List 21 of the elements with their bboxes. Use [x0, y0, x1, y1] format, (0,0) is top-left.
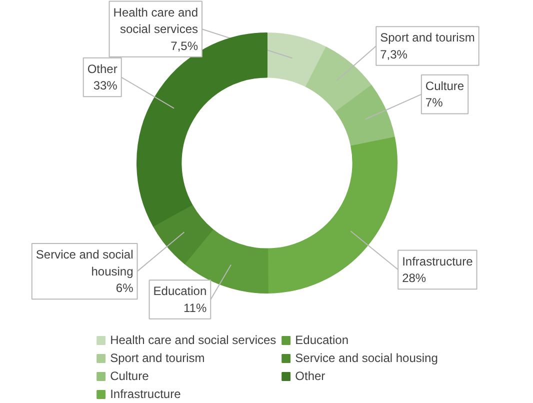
- slice-label: Service and social housing: [36, 248, 134, 278]
- data-label: 11%: [184, 300, 207, 315]
- data-label: 28%: [402, 271, 426, 286]
- slice-label: Sport and tourism: [380, 30, 475, 45]
- slice-label: Other: [87, 62, 118, 76]
- data-label: 6%: [116, 281, 134, 296]
- legend-label: Infrastructure: [110, 387, 181, 401]
- data-label: 7%: [425, 96, 444, 110]
- slice-label: Health care and social services: [113, 5, 198, 36]
- slice-label: Culture: [425, 78, 464, 93]
- legend-label: Culture: [110, 369, 149, 383]
- legend-label: Health care and social services: [110, 333, 276, 347]
- slice-label: Infrastructure: [402, 254, 474, 268]
- legend-label: Service and social housing: [295, 351, 438, 365]
- slice-label: Education: [153, 284, 207, 298]
- legend-label: Education: [295, 333, 349, 347]
- legend-label: Sport and tourism: [110, 351, 205, 365]
- data-label: 7,3%: [380, 47, 408, 62]
- legend-label: Other: [295, 369, 326, 383]
- data-label: 33%: [93, 78, 118, 93]
- data-label: 7,5%: [170, 38, 198, 53]
